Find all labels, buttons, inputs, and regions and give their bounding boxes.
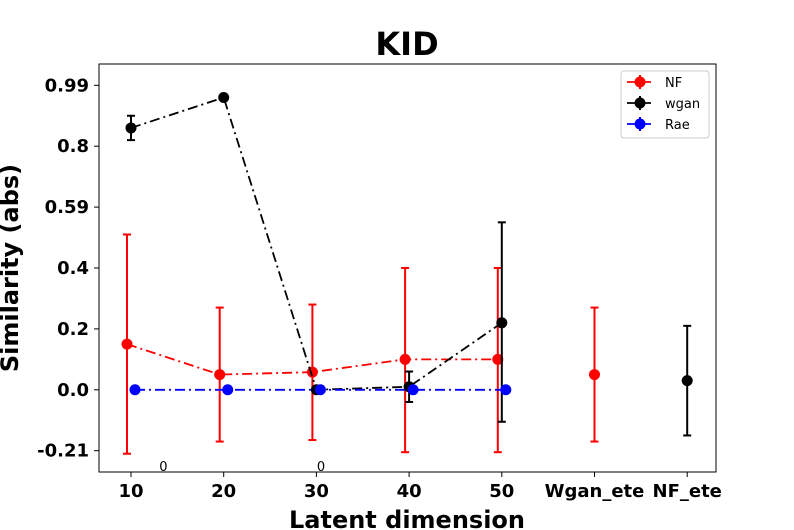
data-point: [399, 353, 411, 365]
legend: NF wgan Rae: [620, 70, 710, 139]
chart-title: KID: [375, 25, 438, 63]
data-point: [314, 384, 326, 396]
series-line: [130, 96, 503, 391]
x-tick-label: NF_ete: [653, 481, 722, 502]
y-tick-label: 0.4: [57, 258, 89, 279]
legend-marker: [634, 76, 646, 88]
y-tick-label: -0.21: [37, 441, 89, 462]
y-axis: 0.99 0.8 0.59 0.4 0.2 0.0 -0.21: [37, 75, 99, 462]
y-tick-label: 0.8: [57, 136, 89, 157]
x-tick-label: 10: [118, 481, 143, 502]
x-tick-label: 30: [304, 481, 329, 502]
legend-marker: [634, 97, 646, 109]
y-tick-label: 0.0: [57, 380, 89, 401]
x-axis-label: Latent dimension: [289, 506, 525, 530]
series-line: [126, 343, 498, 376]
legend-marker: [634, 118, 646, 130]
series-nf: [121, 233, 600, 455]
data-point: [589, 369, 600, 381]
data-point: [214, 369, 226, 381]
legend-label: wgan: [665, 97, 700, 112]
data-point: [218, 91, 230, 103]
data-point: [222, 384, 234, 396]
data-point: [496, 317, 508, 329]
data-point: [407, 384, 419, 396]
y-axis-label: Similarity (abs): [0, 164, 24, 372]
x-tick-label: 50: [489, 481, 514, 502]
data-point: [121, 338, 133, 350]
data-point: [125, 122, 137, 134]
legend-label: Rae: [665, 118, 690, 133]
data-point: [681, 375, 693, 387]
y-tick-label: 0.2: [57, 319, 89, 340]
legend-label: NF: [665, 76, 682, 91]
y-tick-label: 0.99: [45, 75, 89, 96]
x-tick-label: 40: [397, 481, 422, 502]
data-point: [129, 384, 141, 396]
annotation-text: 0: [159, 460, 167, 475]
series-layer: [121, 91, 693, 455]
series-rae: [129, 384, 512, 396]
annotation-text: 0: [317, 460, 325, 475]
x-tick-label: 20: [211, 481, 236, 502]
data-point: [500, 384, 512, 396]
series-wgan: [125, 91, 693, 437]
x-axis: 10 20 30 40 50 Wgan_ete NF_ete: [118, 472, 722, 502]
x-tick-label: Wgan_ete: [545, 481, 645, 502]
y-tick-label: 0.59: [45, 197, 89, 218]
data-point: [492, 353, 504, 365]
